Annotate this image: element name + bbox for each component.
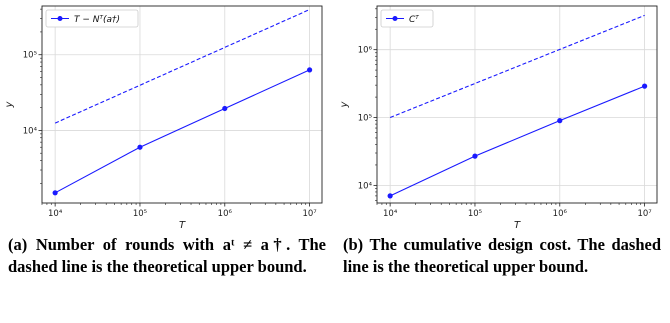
y-tick-label: 10⁴ xyxy=(23,126,38,136)
data-point xyxy=(642,83,648,89)
legend-label: T − Nᵀ(a†) xyxy=(74,15,120,25)
upper-bound-line xyxy=(389,14,645,119)
caption-a-text: Number of rounds with aᵗ ≠ a†. The dashe… xyxy=(8,235,327,276)
data-point xyxy=(222,105,228,112)
plot-frame xyxy=(41,5,323,204)
x-axis-label: T xyxy=(514,220,521,231)
legend-box xyxy=(380,9,434,28)
legend-marker xyxy=(57,16,63,21)
legend-marker xyxy=(392,16,398,21)
upper-bound-line xyxy=(54,9,310,124)
y-tick-label: 10⁴ xyxy=(358,181,373,191)
legend-label: Cᵀ xyxy=(409,15,419,25)
data-point xyxy=(557,118,563,124)
y-axis-label: y xyxy=(339,100,350,108)
y-tick-label: 10⁵ xyxy=(358,114,372,124)
x-tick-label: 10⁶ xyxy=(553,209,568,219)
caption-b: (b) The cumulative design cost. The dash… xyxy=(343,234,661,278)
caption-b-text: The cumulative design cost. The dashed l… xyxy=(343,235,661,276)
data-point xyxy=(307,67,313,73)
chart-a: 10⁴ 10⁵ 10⁶ 10⁷ 10⁴ 10⁵ Ty T − Nᵀ(a†) xyxy=(4,5,323,231)
plot-frame xyxy=(376,5,658,204)
data-point xyxy=(52,190,58,196)
caption-a: (a) Number of rounds with aᵗ ≠ a†. The d… xyxy=(8,234,326,278)
x-tick-label: 10⁷ xyxy=(302,209,317,219)
data-point xyxy=(387,193,393,199)
data-point xyxy=(472,153,478,159)
chart-b: 10⁴ 10⁵ 10⁶ 10⁷ 10⁴ 10⁵ 10⁶ Ty Cᵀ xyxy=(339,5,658,231)
data-point xyxy=(137,144,143,150)
series-line xyxy=(54,69,310,194)
x-tick-label: 10⁵ xyxy=(468,209,482,219)
y-axis-label: y xyxy=(4,100,15,108)
x-axis-label: T xyxy=(179,220,186,231)
x-tick-label: 10⁵ xyxy=(133,209,147,219)
x-tick-label: 10⁴ xyxy=(48,209,63,219)
series-line xyxy=(389,85,645,197)
x-tick-label: 10⁷ xyxy=(637,209,652,219)
y-tick-label: 10⁶ xyxy=(358,46,373,56)
x-tick-label: 10⁴ xyxy=(383,209,398,219)
x-tick-label: 10⁶ xyxy=(218,209,233,219)
y-tick-label: 10⁵ xyxy=(23,51,37,61)
caption-a-tag: (a) xyxy=(8,235,28,254)
caption-b-tag: (b) xyxy=(343,235,364,254)
legend-box xyxy=(45,9,139,28)
